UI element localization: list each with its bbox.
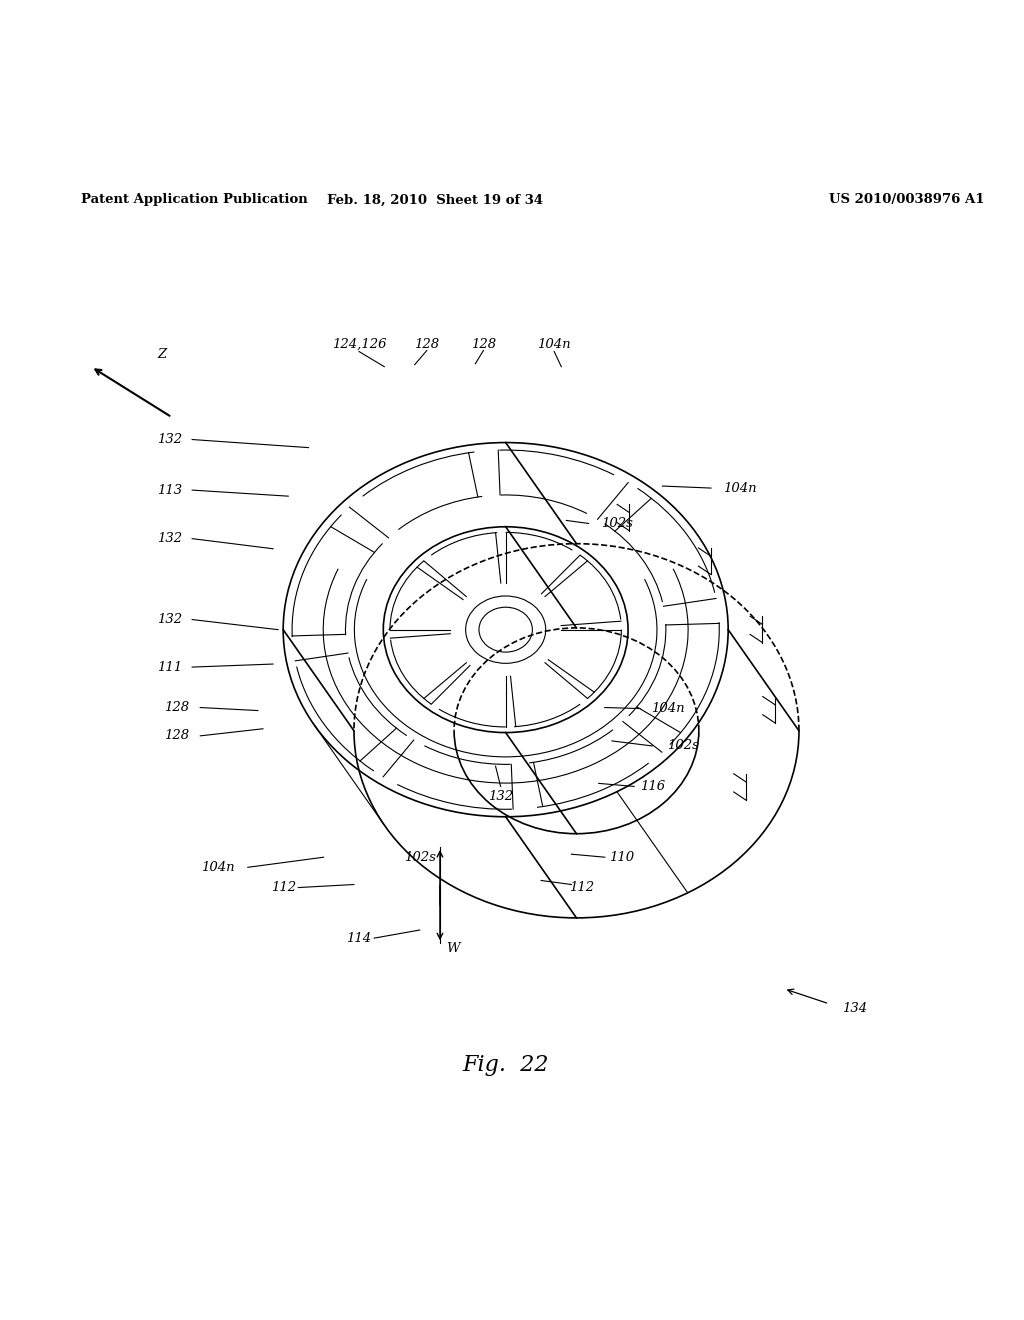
Text: 112: 112 <box>569 880 594 894</box>
Text: Patent Application Publication: Patent Application Publication <box>81 193 307 206</box>
Text: 104n: 104n <box>538 338 571 351</box>
Text: 102s: 102s <box>403 850 435 863</box>
Text: US 2010/0038976 A1: US 2010/0038976 A1 <box>829 193 985 206</box>
Text: 102s: 102s <box>667 739 698 752</box>
Text: 104n: 104n <box>724 482 757 495</box>
Text: 128: 128 <box>165 730 189 742</box>
Text: 102s: 102s <box>601 517 633 529</box>
Text: 134: 134 <box>842 1002 867 1015</box>
Text: 116: 116 <box>640 780 665 793</box>
Text: 124,126: 124,126 <box>332 338 386 351</box>
Text: Fig.  22: Fig. 22 <box>463 1053 549 1076</box>
Text: W: W <box>446 941 460 954</box>
Text: 132: 132 <box>158 433 182 446</box>
Text: 113: 113 <box>158 483 182 496</box>
Text: 111: 111 <box>158 660 182 673</box>
Text: Z: Z <box>158 348 167 362</box>
Text: 104n: 104n <box>201 861 234 874</box>
Text: 112: 112 <box>270 880 296 894</box>
Text: 128: 128 <box>415 338 439 351</box>
Text: Feb. 18, 2010  Sheet 19 of 34: Feb. 18, 2010 Sheet 19 of 34 <box>327 193 543 206</box>
Text: 132: 132 <box>158 612 182 626</box>
Text: 114: 114 <box>346 932 372 945</box>
Text: 132: 132 <box>488 791 513 803</box>
Text: 104n: 104n <box>650 702 684 715</box>
Text: 128: 128 <box>471 338 496 351</box>
Text: 128: 128 <box>165 701 189 714</box>
Text: 110: 110 <box>609 850 635 863</box>
Text: 132: 132 <box>158 532 182 545</box>
